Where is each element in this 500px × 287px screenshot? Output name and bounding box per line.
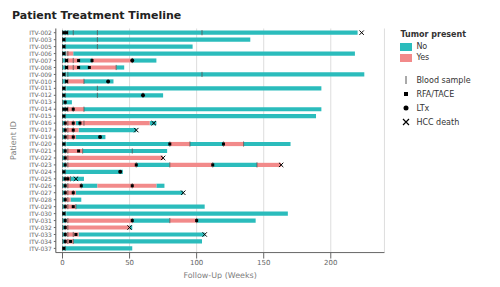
svg-text:200: 200 xyxy=(324,259,337,267)
svg-text:ITV-034: ITV-034 xyxy=(29,238,52,245)
svg-text:ITV-020: ITV-020 xyxy=(29,140,52,147)
svg-text:ITV-006: ITV-006 xyxy=(29,50,52,57)
html-text:Patient Treatment Timeline: Patient Treatment Timeline xyxy=(12,9,182,22)
html-text:Blood sample: Blood sample xyxy=(416,75,471,85)
svg-text:ITV-031: ITV-031 xyxy=(29,217,52,224)
svg-text:ITV-011: ITV-011 xyxy=(29,84,52,91)
svg-text:Patient ID: Patient ID xyxy=(9,121,18,160)
svg-text:ITV-014: ITV-014 xyxy=(29,105,52,112)
svg-text:ITV-005: ITV-005 xyxy=(29,43,52,50)
svg-text:ITV-021: ITV-021 xyxy=(29,147,52,154)
svg-text:ITV-024: ITV-024 xyxy=(29,168,52,175)
html-text:Yes: Yes xyxy=(416,53,430,62)
html-text:RFA/TACE: RFA/TACE xyxy=(416,89,455,99)
svg-text:ITV-032: ITV-032 xyxy=(29,224,52,231)
svg-text:ITV-007: ITV-007 xyxy=(29,57,52,64)
html-text:HCC death: HCC death xyxy=(416,117,460,127)
svg-text:150: 150 xyxy=(257,259,270,267)
svg-text:Follow-Up (Weeks): Follow-Up (Weeks) xyxy=(183,271,256,279)
svg-text:ITV-009: ITV-009 xyxy=(29,71,52,78)
svg-text:ITV-030: ITV-030 xyxy=(29,210,52,217)
svg-text:100: 100 xyxy=(190,259,203,267)
svg-text:ITV-029: ITV-029 xyxy=(29,203,52,210)
html-text:No: No xyxy=(416,42,428,51)
svg-text:ITV-016: ITV-016 xyxy=(29,119,52,126)
svg-text:ITV-028: ITV-028 xyxy=(29,196,52,203)
svg-text:ITV-015: ITV-015 xyxy=(29,112,52,119)
svg-text:ITV-026: ITV-026 xyxy=(29,182,52,189)
svg-text:ITV-012: ITV-012 xyxy=(29,91,52,98)
svg-text:ITV-027: ITV-027 xyxy=(29,189,52,196)
svg-text:ITV-037: ITV-037 xyxy=(29,245,52,252)
svg-text:ITV-010: ITV-010 xyxy=(29,78,52,85)
html-text:Tumor present: Tumor present xyxy=(400,30,466,39)
svg-text:ITV-002: ITV-002 xyxy=(29,29,52,36)
svg-text:0: 0 xyxy=(60,259,64,267)
svg-text:ITV-013: ITV-013 xyxy=(29,98,52,105)
svg-text:ITV-003: ITV-003 xyxy=(29,36,52,43)
svg-text:ITV-025: ITV-025 xyxy=(29,175,52,182)
svg-text:ITV-008: ITV-008 xyxy=(29,64,52,71)
svg-text:ITV-022: ITV-022 xyxy=(29,154,52,161)
html-text:LTx: LTx xyxy=(416,103,430,113)
svg-text:ITV-033: ITV-033 xyxy=(29,231,52,238)
svg-text:ITV-017: ITV-017 xyxy=(29,126,52,133)
svg-text:ITV-019: ITV-019 xyxy=(29,133,52,140)
svg-text:ITV-023: ITV-023 xyxy=(29,161,52,168)
svg-text:50: 50 xyxy=(125,259,134,267)
